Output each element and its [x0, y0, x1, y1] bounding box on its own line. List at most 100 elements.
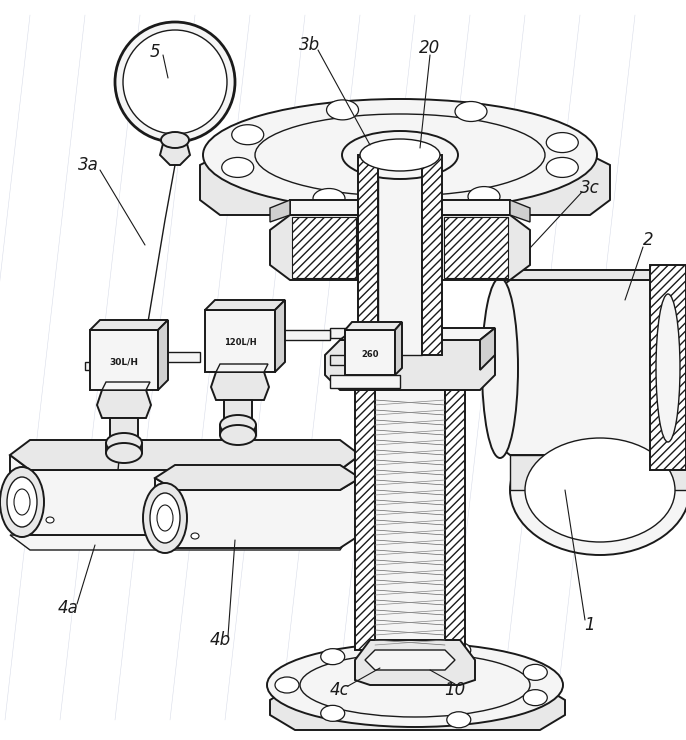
- Polygon shape: [510, 200, 530, 222]
- Ellipse shape: [546, 158, 578, 178]
- Polygon shape: [85, 362, 102, 370]
- Polygon shape: [216, 364, 268, 372]
- Polygon shape: [355, 390, 375, 650]
- Ellipse shape: [143, 483, 187, 553]
- Ellipse shape: [327, 100, 359, 120]
- Ellipse shape: [106, 433, 142, 453]
- Polygon shape: [205, 310, 275, 372]
- Ellipse shape: [482, 278, 518, 458]
- Ellipse shape: [455, 101, 487, 121]
- Ellipse shape: [46, 517, 54, 523]
- Bar: [378, 155, 422, 355]
- Polygon shape: [160, 140, 190, 165]
- Text: 260: 260: [362, 349, 379, 358]
- Polygon shape: [650, 265, 686, 470]
- Polygon shape: [158, 320, 168, 390]
- Polygon shape: [97, 390, 151, 418]
- Polygon shape: [510, 455, 686, 490]
- Polygon shape: [358, 155, 378, 355]
- Ellipse shape: [106, 443, 142, 463]
- Ellipse shape: [360, 139, 440, 171]
- Ellipse shape: [150, 493, 180, 543]
- Polygon shape: [395, 322, 402, 375]
- Text: 2: 2: [643, 231, 653, 249]
- Polygon shape: [90, 330, 158, 390]
- Ellipse shape: [525, 438, 675, 542]
- Polygon shape: [442, 215, 530, 280]
- Text: 3b: 3b: [299, 36, 320, 54]
- Ellipse shape: [0, 467, 44, 537]
- Ellipse shape: [468, 186, 500, 206]
- Polygon shape: [365, 650, 455, 670]
- Bar: [224, 400, 252, 425]
- Polygon shape: [445, 390, 465, 650]
- Polygon shape: [345, 322, 402, 330]
- Polygon shape: [330, 355, 360, 365]
- Polygon shape: [290, 200, 358, 215]
- Polygon shape: [158, 352, 200, 362]
- Polygon shape: [442, 200, 510, 215]
- Polygon shape: [90, 320, 168, 330]
- Ellipse shape: [321, 705, 345, 721]
- Ellipse shape: [203, 99, 597, 211]
- Polygon shape: [345, 330, 395, 375]
- Text: 30L/H: 30L/H: [110, 357, 139, 366]
- Ellipse shape: [161, 132, 189, 148]
- Polygon shape: [292, 217, 356, 278]
- Polygon shape: [330, 328, 400, 338]
- Text: 1: 1: [584, 616, 595, 634]
- Bar: [110, 418, 138, 443]
- Ellipse shape: [220, 425, 256, 445]
- Polygon shape: [270, 215, 358, 280]
- Ellipse shape: [267, 643, 563, 727]
- Ellipse shape: [523, 690, 547, 706]
- Polygon shape: [155, 478, 360, 548]
- Text: 5: 5: [150, 43, 161, 61]
- Polygon shape: [270, 200, 290, 222]
- Polygon shape: [155, 465, 360, 490]
- Ellipse shape: [222, 158, 254, 178]
- Text: 4b: 4b: [209, 631, 230, 649]
- Polygon shape: [270, 685, 565, 730]
- Text: 3a: 3a: [78, 156, 98, 174]
- Ellipse shape: [313, 189, 345, 209]
- Polygon shape: [275, 330, 330, 340]
- Polygon shape: [340, 328, 495, 340]
- Text: 10: 10: [445, 681, 466, 699]
- Ellipse shape: [255, 114, 545, 196]
- Polygon shape: [444, 217, 508, 278]
- Polygon shape: [510, 270, 670, 280]
- Ellipse shape: [157, 505, 173, 531]
- Text: 120L/H: 120L/H: [224, 337, 257, 346]
- Ellipse shape: [523, 665, 547, 680]
- Polygon shape: [330, 375, 400, 388]
- Ellipse shape: [546, 132, 578, 152]
- Text: 4c: 4c: [330, 681, 350, 699]
- Ellipse shape: [115, 22, 235, 142]
- Polygon shape: [102, 382, 150, 390]
- Ellipse shape: [275, 677, 299, 693]
- Text: 20: 20: [419, 39, 440, 57]
- Polygon shape: [211, 372, 269, 400]
- Ellipse shape: [447, 712, 471, 727]
- Polygon shape: [10, 440, 360, 470]
- Ellipse shape: [123, 30, 227, 134]
- Polygon shape: [10, 520, 360, 550]
- Ellipse shape: [7, 477, 37, 527]
- Polygon shape: [325, 340, 495, 390]
- Polygon shape: [422, 155, 442, 355]
- Polygon shape: [10, 455, 360, 535]
- Ellipse shape: [321, 649, 345, 665]
- Polygon shape: [480, 328, 495, 370]
- Ellipse shape: [14, 489, 30, 515]
- Polygon shape: [490, 280, 680, 455]
- Polygon shape: [275, 300, 285, 372]
- Ellipse shape: [656, 294, 680, 442]
- Ellipse shape: [300, 653, 530, 717]
- Ellipse shape: [510, 425, 686, 555]
- Ellipse shape: [220, 415, 256, 435]
- Polygon shape: [355, 640, 475, 685]
- Bar: [375, 390, 445, 650]
- Polygon shape: [205, 300, 285, 310]
- Ellipse shape: [650, 278, 686, 458]
